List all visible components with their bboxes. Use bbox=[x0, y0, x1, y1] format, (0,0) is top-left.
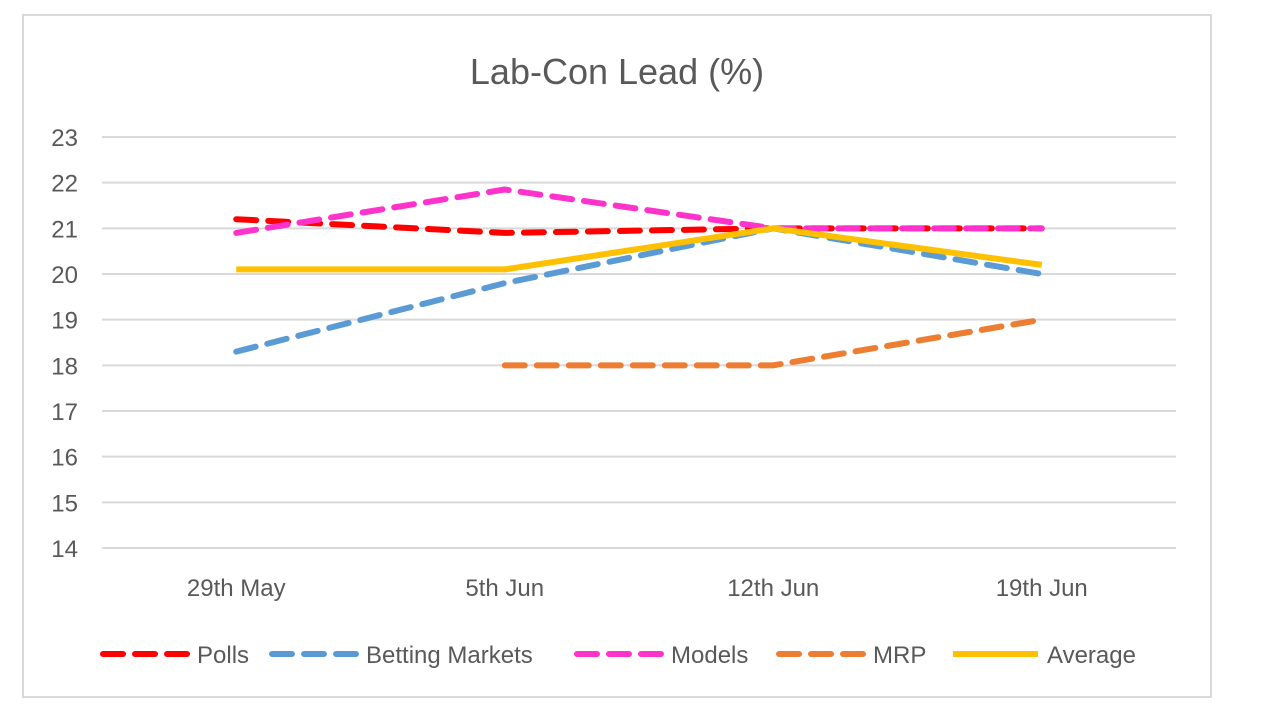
y-tick-label: 18 bbox=[51, 353, 78, 380]
legend-label: Betting Markets bbox=[366, 642, 533, 669]
y-tick-label: 19 bbox=[51, 308, 78, 335]
y-axis-ticks: 14 15 16 17 18 19 20 21 22 23 bbox=[51, 125, 78, 563]
legend-label: Polls bbox=[197, 642, 249, 669]
y-tick-label: 21 bbox=[51, 216, 78, 243]
x-tick-label: 29th May bbox=[187, 575, 286, 602]
y-tick-label: 14 bbox=[51, 536, 78, 563]
y-tick-label: 23 bbox=[51, 125, 78, 152]
x-tick-label: 19th Jun bbox=[996, 575, 1088, 602]
gridlines bbox=[102, 136, 1176, 549]
legend-label: Models bbox=[671, 642, 748, 669]
x-tick-label: 5th Jun bbox=[465, 575, 544, 602]
x-axis-ticks: 29th May 5th Jun 12th Jun 19th Jun bbox=[187, 575, 1088, 602]
y-tick-label: 15 bbox=[51, 490, 78, 517]
series-line-models bbox=[233, 186, 1045, 236]
legend-label: Average bbox=[1047, 642, 1136, 669]
legend-label: MRP bbox=[873, 642, 926, 669]
series-line-average bbox=[236, 225, 1043, 273]
y-tick-label: 16 bbox=[51, 445, 78, 472]
y-tick-label: 17 bbox=[51, 399, 78, 426]
y-tick-label: 22 bbox=[51, 171, 78, 198]
chart-title: Lab-Con Lead (%) bbox=[470, 51, 764, 92]
chart-frame bbox=[22, 14, 1212, 698]
x-tick-label: 12th Jun bbox=[727, 575, 819, 602]
legend: Polls Betting Markets Models MRP Average bbox=[100, 642, 1136, 669]
y-tick-label: 20 bbox=[51, 262, 78, 289]
series-line-betting-markets bbox=[233, 225, 1045, 355]
series-lines bbox=[233, 186, 1045, 369]
series-line-mrp bbox=[501, 316, 1045, 369]
